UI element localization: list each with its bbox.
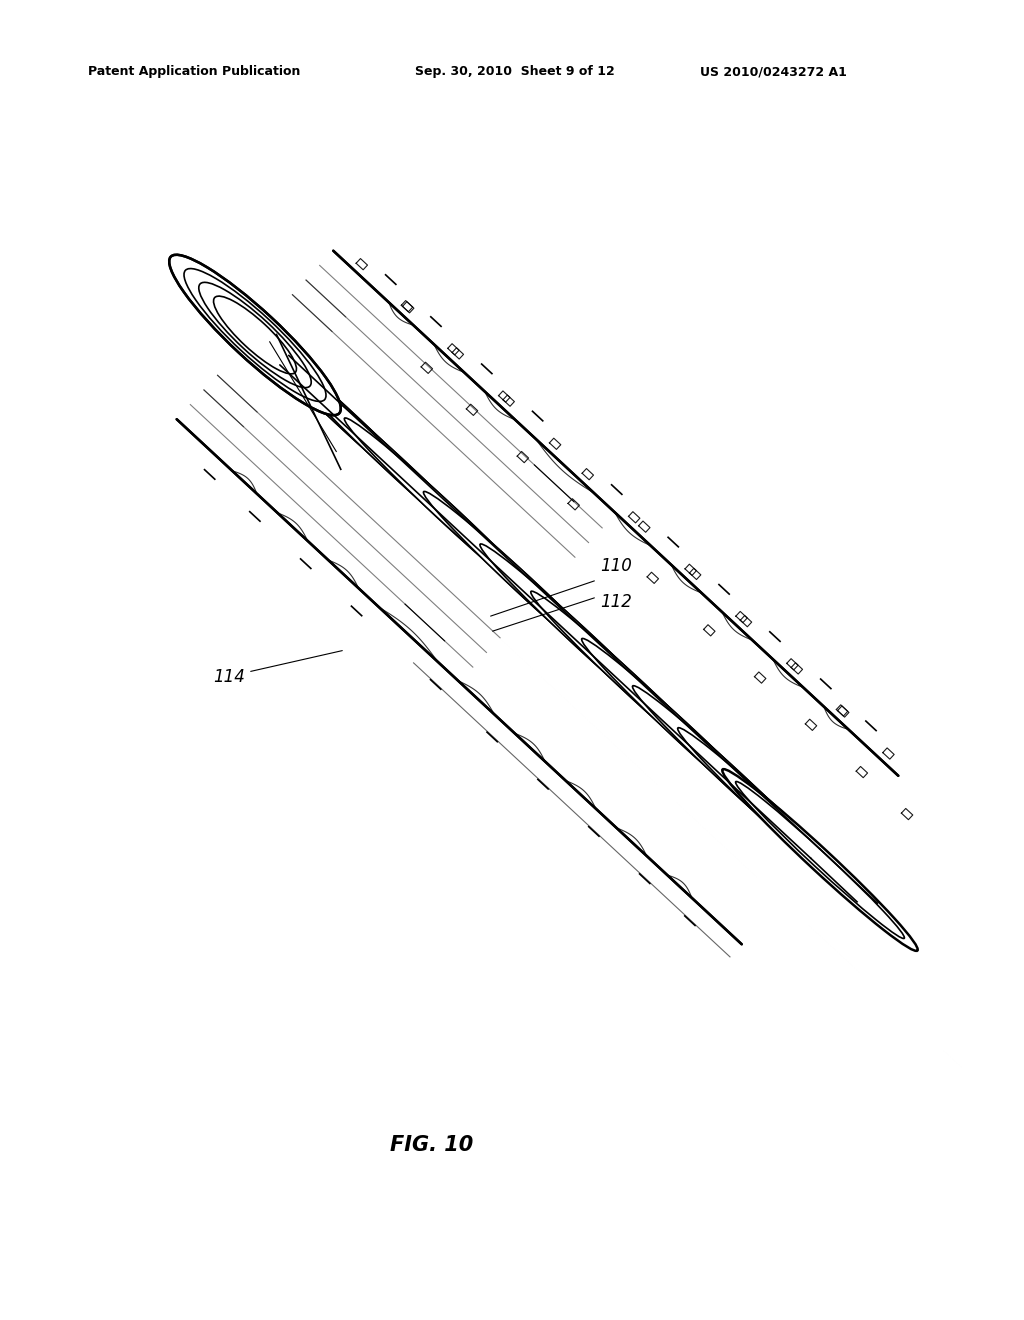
- Ellipse shape: [423, 491, 618, 673]
- Text: 114: 114: [213, 668, 245, 686]
- Ellipse shape: [294, 371, 488, 552]
- Ellipse shape: [208, 290, 403, 473]
- Ellipse shape: [344, 418, 540, 599]
- Ellipse shape: [541, 601, 736, 783]
- Ellipse shape: [735, 781, 904, 939]
- Ellipse shape: [304, 380, 499, 562]
- Ellipse shape: [582, 639, 777, 820]
- Text: 110: 110: [600, 557, 632, 576]
- Ellipse shape: [354, 428, 550, 609]
- Ellipse shape: [722, 770, 918, 950]
- Ellipse shape: [243, 323, 438, 506]
- Text: 112: 112: [600, 593, 632, 611]
- Ellipse shape: [169, 255, 341, 416]
- Ellipse shape: [633, 685, 827, 867]
- Ellipse shape: [198, 281, 393, 463]
- Ellipse shape: [530, 591, 726, 772]
- Text: US 2010/0243272 A1: US 2010/0243272 A1: [700, 66, 847, 78]
- Ellipse shape: [480, 544, 675, 726]
- Text: FIG. 10: FIG. 10: [390, 1135, 473, 1155]
- Text: Sep. 30, 2010  Sheet 9 of 12: Sep. 30, 2010 Sheet 9 of 12: [415, 66, 614, 78]
- Ellipse shape: [434, 502, 629, 682]
- Ellipse shape: [490, 553, 685, 735]
- Ellipse shape: [592, 648, 787, 829]
- Ellipse shape: [253, 333, 449, 515]
- Ellipse shape: [678, 727, 873, 909]
- Ellipse shape: [643, 696, 838, 876]
- Ellipse shape: [688, 737, 884, 919]
- Text: Patent Application Publication: Patent Application Publication: [88, 66, 300, 78]
